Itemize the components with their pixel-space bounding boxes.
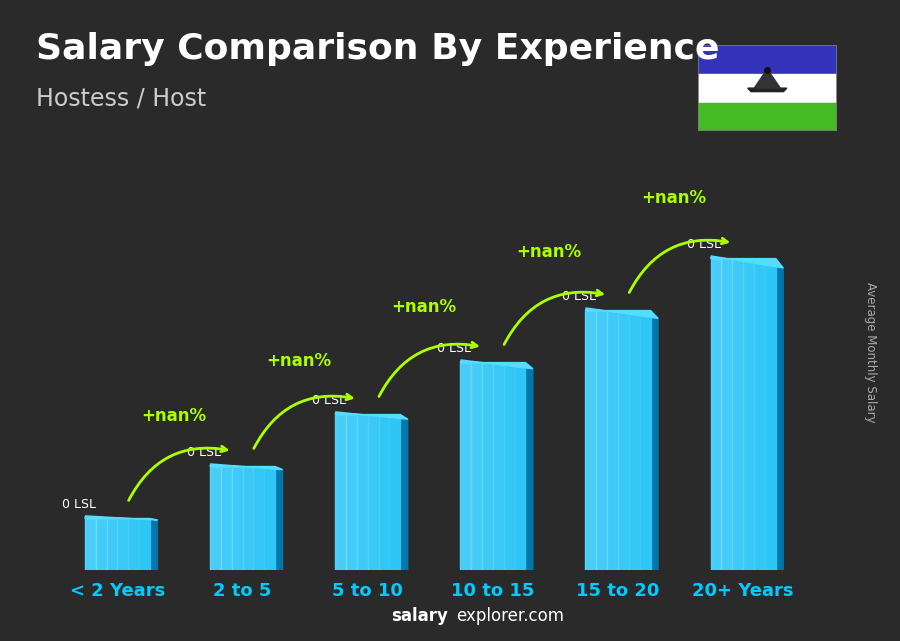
Bar — [335, 415, 400, 570]
Bar — [765, 258, 776, 570]
Bar — [368, 415, 379, 570]
Bar — [356, 415, 368, 570]
Polygon shape — [150, 519, 158, 570]
Polygon shape — [711, 256, 783, 268]
Bar — [515, 363, 526, 570]
Bar — [254, 467, 265, 570]
Bar — [482, 363, 493, 570]
Bar — [504, 363, 515, 570]
Polygon shape — [210, 464, 283, 470]
Text: 0 LSL: 0 LSL — [186, 445, 220, 459]
Polygon shape — [400, 415, 408, 570]
Text: Hostess / Host: Hostess / Host — [36, 87, 206, 110]
Polygon shape — [275, 467, 283, 570]
Bar — [618, 311, 629, 570]
Bar — [754, 258, 765, 570]
Bar — [117, 519, 128, 570]
Bar — [128, 519, 139, 570]
Text: 0 LSL: 0 LSL — [437, 342, 471, 354]
Text: +nan%: +nan% — [266, 353, 331, 370]
Bar — [608, 311, 618, 570]
Bar — [585, 311, 651, 570]
Bar — [85, 519, 95, 570]
Bar — [629, 311, 640, 570]
Bar — [210, 467, 275, 570]
Bar — [493, 363, 504, 570]
Bar — [743, 258, 754, 570]
Polygon shape — [585, 308, 658, 319]
Polygon shape — [776, 258, 783, 570]
Bar — [698, 74, 837, 103]
Text: +nan%: +nan% — [141, 407, 206, 425]
Bar — [585, 311, 597, 570]
Bar — [346, 415, 356, 570]
Bar — [460, 363, 471, 570]
Text: +nan%: +nan% — [517, 243, 581, 261]
Text: explorer.com: explorer.com — [456, 607, 564, 625]
Bar — [231, 467, 242, 570]
Bar — [597, 311, 608, 570]
Bar — [139, 519, 150, 570]
Bar — [471, 363, 482, 570]
Polygon shape — [460, 360, 533, 369]
Bar — [265, 467, 275, 570]
Text: +nan%: +nan% — [392, 298, 456, 316]
Text: 0 LSL: 0 LSL — [562, 290, 596, 303]
Text: 0 LSL: 0 LSL — [688, 238, 721, 251]
Bar — [210, 467, 220, 570]
Bar — [379, 415, 390, 570]
Text: 0 LSL: 0 LSL — [61, 497, 95, 511]
Bar — [242, 467, 254, 570]
Bar — [335, 415, 346, 570]
Polygon shape — [748, 88, 787, 92]
Bar — [640, 311, 651, 570]
Bar — [711, 258, 776, 570]
Bar — [722, 258, 733, 570]
Polygon shape — [85, 516, 158, 520]
Bar — [220, 467, 231, 570]
Bar — [85, 519, 150, 570]
Bar — [95, 519, 106, 570]
Polygon shape — [526, 363, 533, 570]
Polygon shape — [651, 311, 658, 570]
Polygon shape — [754, 72, 780, 88]
Text: 0 LSL: 0 LSL — [312, 394, 346, 407]
Text: Average Monthly Salary: Average Monthly Salary — [865, 282, 878, 423]
Bar — [390, 415, 400, 570]
Text: salary: salary — [392, 607, 448, 625]
Bar — [733, 258, 743, 570]
Bar — [698, 45, 837, 74]
Bar — [460, 363, 526, 570]
Text: Salary Comparison By Experience: Salary Comparison By Experience — [36, 32, 719, 66]
Bar — [698, 103, 837, 131]
Polygon shape — [335, 412, 408, 419]
Bar — [711, 258, 722, 570]
Text: +nan%: +nan% — [642, 188, 706, 206]
Bar — [106, 519, 117, 570]
